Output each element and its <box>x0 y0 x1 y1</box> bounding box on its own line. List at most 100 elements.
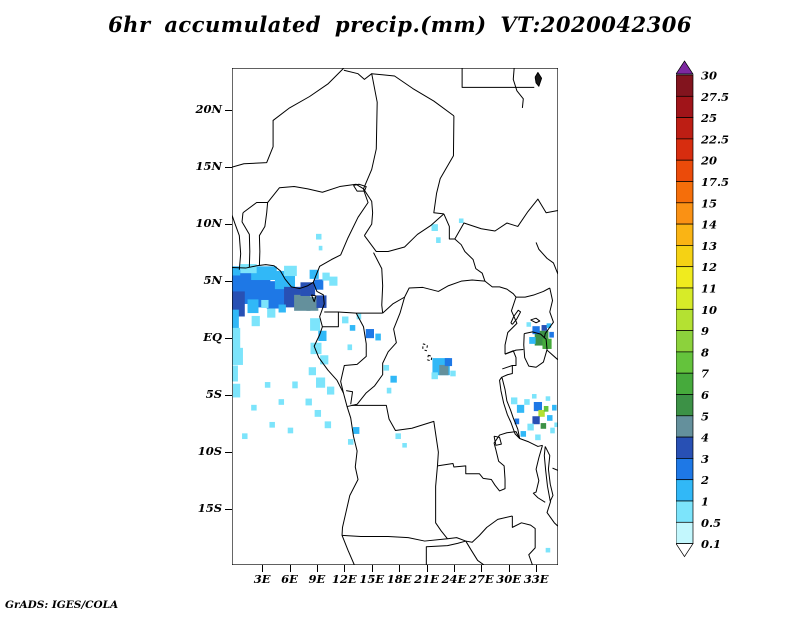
border-angola-drc <box>352 405 439 465</box>
colorbar-segment <box>676 74 694 97</box>
border-congo-drc-river <box>347 297 405 406</box>
colorbar-label: 7 <box>701 367 709 381</box>
precip-cell <box>324 421 332 429</box>
colorbar-segment <box>676 351 694 374</box>
precip-cell <box>306 297 319 311</box>
precip-cell <box>251 404 257 411</box>
precip-cell <box>552 404 557 411</box>
colorbar-segment <box>676 458 694 481</box>
precip-cell <box>542 338 552 349</box>
lake-mai-ndombe <box>423 344 428 351</box>
border-ghana-togo <box>232 215 241 270</box>
precip-cell <box>318 245 323 251</box>
colorbar-segment <box>676 372 694 395</box>
colorbar-label: 3 <box>701 452 709 466</box>
precip-cell <box>347 344 353 351</box>
border-southsudan-uganda <box>485 281 550 297</box>
colorbar-label: 9 <box>701 324 709 338</box>
lon-tick <box>426 565 428 572</box>
precip-cell <box>232 309 239 331</box>
border-coastline-west-africa <box>232 265 358 565</box>
colorbar-segment <box>676 415 694 438</box>
border-car-congo-drc-ubangi <box>383 280 485 313</box>
lon-tick <box>399 565 401 572</box>
precip-cell <box>232 347 243 365</box>
precip-cell <box>458 218 464 224</box>
lake-albert <box>511 310 521 324</box>
border-chad-sudan <box>434 116 454 214</box>
lon-tick <box>481 565 483 572</box>
border-kenya-uganda <box>544 288 553 338</box>
precip-cell <box>310 318 321 331</box>
colorbar-segment <box>676 117 694 140</box>
colorbar-segment <box>676 159 694 182</box>
border-angola-zambia <box>436 466 448 539</box>
lat-axis-label: 15S <box>197 501 222 516</box>
border-chad-car <box>364 214 443 252</box>
lon-axis-label: 18E <box>386 572 412 586</box>
border-kenya-tanzania <box>547 350 558 360</box>
precip-cell <box>545 547 551 553</box>
precip-cell <box>261 299 269 308</box>
colorbar-label: 8 <box>701 345 709 359</box>
precip-cell <box>292 381 298 389</box>
precip-cell <box>547 415 553 421</box>
precip-cell <box>232 266 241 276</box>
precip-cell <box>232 327 241 349</box>
border-car-sudan <box>444 214 485 281</box>
border-zambezi-zambia-zimbabwe <box>466 516 513 542</box>
colorbar-segment <box>676 308 694 331</box>
colorbar-label: 4 <box>701 431 709 445</box>
lat-tick <box>225 395 232 397</box>
lon-tick <box>316 565 318 572</box>
lon-axis-label: 15E <box>359 572 385 586</box>
lake-tumba <box>427 355 432 361</box>
lon-axis-label: 24E <box>441 572 467 586</box>
border-zimbabwe-botswana <box>466 541 484 565</box>
precip-cell <box>314 409 322 417</box>
lat-tick <box>225 110 232 112</box>
lat-axis-label: 10S <box>197 444 222 459</box>
border-gabon-congo <box>341 313 367 393</box>
colorbar-segment <box>676 95 694 118</box>
colorbar-segment <box>676 266 694 289</box>
precip-cell <box>532 326 540 335</box>
colorbar-segment <box>676 394 694 417</box>
border-chad-cameroon <box>363 189 372 236</box>
colorbar-segment <box>676 181 694 204</box>
lon-tick <box>508 565 510 572</box>
border-nile-river <box>513 68 523 108</box>
border-sudan-southsudan <box>455 199 558 239</box>
lon-axis-label: 3E <box>253 572 271 586</box>
precip-cell <box>375 333 381 341</box>
precip-cell <box>531 394 537 399</box>
lon-axis-label: 30E <box>496 572 522 586</box>
precip-cell <box>329 276 338 286</box>
border-bioko-island <box>311 295 316 302</box>
precip-cell <box>538 409 545 417</box>
colorbar-label: 2 <box>700 473 709 487</box>
precip-cell <box>247 299 259 314</box>
precip-cell <box>390 375 397 383</box>
precip-cell <box>278 304 286 313</box>
precip-cell <box>526 322 532 327</box>
colorbar-segment <box>676 245 694 268</box>
lon-axis-label: 6E <box>281 572 298 586</box>
precip-cell <box>532 416 540 425</box>
precip-cell <box>450 370 456 377</box>
lon-axis-label: 21E <box>414 572 439 586</box>
precip-cell <box>431 224 438 232</box>
lon-axis-label: 12E <box>331 572 357 586</box>
colorbar-label: 11 <box>701 282 717 296</box>
precip-cell <box>320 355 329 365</box>
colorbar-label: 10 <box>701 303 717 317</box>
precip-cell <box>309 269 319 279</box>
lat-tick <box>225 281 232 283</box>
precip-cell <box>251 266 277 281</box>
colorbar-label: 12 <box>701 260 717 274</box>
precip-cell <box>436 237 441 243</box>
precip-cell <box>546 323 552 328</box>
precip-cell <box>527 423 534 431</box>
precip-cell <box>520 431 527 437</box>
